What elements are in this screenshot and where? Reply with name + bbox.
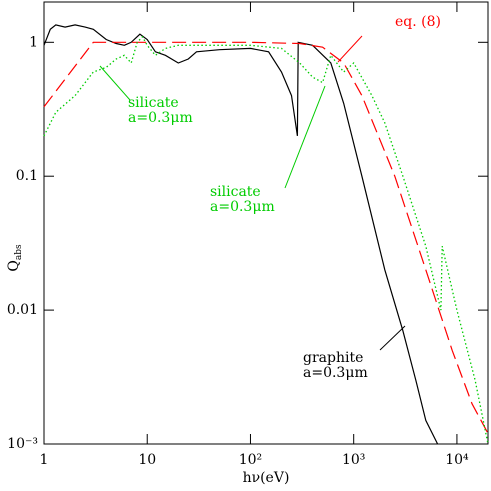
series-line: [43, 24, 439, 445]
x-axis-label: hν(eV): [243, 470, 290, 486]
annotation-pointer: [99, 65, 131, 101]
y-axis-label-main: Q: [6, 260, 22, 271]
annotation-text: a=0.3μm: [210, 199, 275, 215]
y-axis-label-sub: abs: [14, 244, 24, 260]
annotation-text: a=0.3μm: [128, 110, 193, 126]
series-line: [43, 35, 489, 445]
x-tick-label: 10: [138, 452, 156, 468]
y-tick-label: 10⁻³: [7, 436, 38, 452]
annotation-text: graphite: [303, 350, 363, 366]
annotation-text: eq. (8): [395, 14, 441, 30]
y-tick-label: 0.1: [16, 168, 38, 184]
y-tick-label: 1: [29, 34, 38, 50]
annotation-text: silicate: [210, 184, 261, 200]
plot-frame: [43, 1, 489, 445]
x-tick-label: 10³: [342, 452, 365, 468]
y-tick-label: 0.01: [7, 302, 38, 318]
x-tick-label: 10²: [239, 452, 262, 468]
annotation-pointer: [337, 35, 363, 63]
annotation-pointer: [379, 325, 406, 351]
annotation-text: a=0.3μm: [303, 365, 368, 381]
annotation-text: silicate: [128, 95, 179, 111]
x-tick-label: 1: [40, 452, 49, 468]
annotation-pointer: [284, 85, 326, 189]
series-line: [43, 41, 489, 434]
y-axis-label: Qabs: [6, 244, 24, 272]
x-tick-label: 10⁴: [445, 452, 469, 468]
